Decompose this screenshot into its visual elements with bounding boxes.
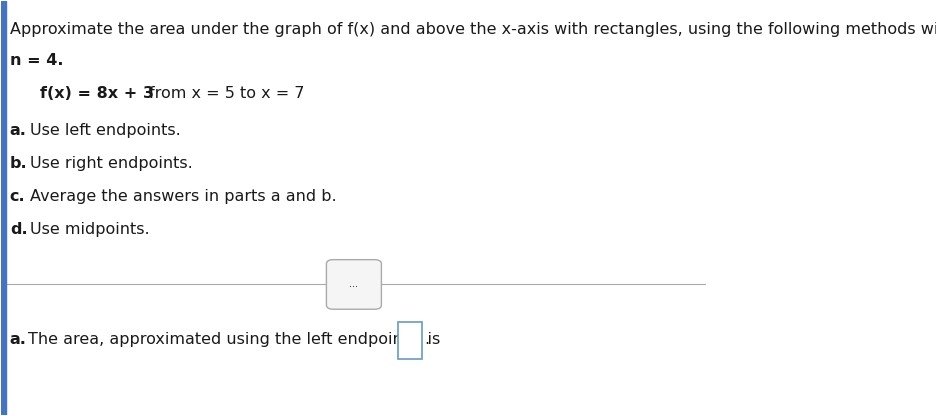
Text: a.: a. (10, 123, 27, 138)
Text: ...: ... (349, 280, 358, 290)
Text: Approximate the area under the graph of f(x) and above the x-axis with rectangle: Approximate the area under the graph of … (10, 22, 936, 37)
Text: Use right endpoints.: Use right endpoints. (30, 156, 192, 171)
Text: Average the answers in parts a and b.: Average the answers in parts a and b. (30, 189, 336, 204)
Text: f(x) = 8x + 3: f(x) = 8x + 3 (40, 86, 154, 101)
Bar (1, 1, 6, 415)
Text: a.: a. (10, 332, 27, 347)
Text: Use left endpoints.: Use left endpoints. (30, 123, 181, 138)
Text: d.: d. (10, 223, 27, 238)
FancyBboxPatch shape (327, 260, 381, 309)
Text: The area, approximated using the left endpoints, is: The area, approximated using the left en… (28, 332, 441, 347)
Text: n = 4.: n = 4. (10, 53, 64, 68)
Text: Use midpoints.: Use midpoints. (30, 223, 149, 238)
Text: from x = 5 to x = 7: from x = 5 to x = 7 (150, 86, 305, 101)
Text: b.: b. (10, 156, 27, 171)
Text: c.: c. (10, 189, 25, 204)
Text: .: . (424, 332, 430, 347)
FancyBboxPatch shape (399, 322, 421, 359)
